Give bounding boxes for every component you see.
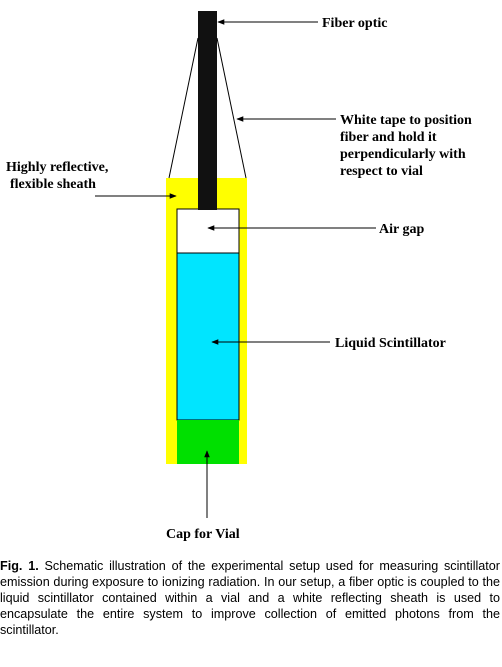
fiber-optic bbox=[198, 11, 217, 210]
figure-label: Fig. 1. bbox=[0, 559, 39, 573]
white-tape-right bbox=[216, 37, 247, 179]
white-tape-label-line-2: fiber and hold it bbox=[340, 130, 437, 145]
figure-caption: Fig. 1. Schematic illustration of the ex… bbox=[0, 558, 500, 638]
liquid-scintillator-label: Liquid Scintillator bbox=[335, 336, 446, 351]
fiber-optic-label: Fiber optic bbox=[322, 16, 387, 31]
air-gap-region bbox=[176, 208, 240, 254]
scintillator-setup-diagram: Fiber optic White tape to position fiber… bbox=[6, 11, 472, 542]
vial-cap bbox=[177, 420, 239, 464]
white-tape-label-line-3: perpendicularly with bbox=[340, 147, 466, 162]
white-tape-label-line-1: White tape to position bbox=[340, 113, 472, 128]
sheath-label-line-2: flexible sheath bbox=[10, 177, 96, 192]
sheath-label-line-1: Highly reflective, bbox=[6, 160, 108, 175]
cap-label: Cap for Vial bbox=[166, 527, 240, 542]
liquid-scintillator-region bbox=[176, 252, 240, 421]
caption-text: Schematic illustration of the experiment… bbox=[0, 559, 500, 637]
white-tape-label-line-4: respect to vial bbox=[340, 164, 423, 179]
white-tape-left bbox=[168, 37, 199, 179]
air-gap-label: Air gap bbox=[379, 222, 424, 237]
